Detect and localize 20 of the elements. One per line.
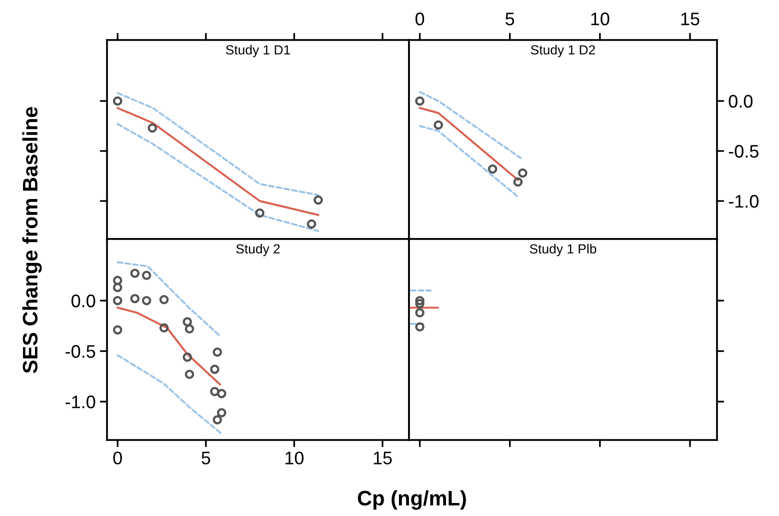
- chart-title: Study 1 D1: [226, 44, 290, 58]
- x-tick-label: 10: [591, 12, 610, 26]
- x-tick-label: 15: [374, 452, 392, 464]
- x-tick-label: 10: [286, 452, 304, 464]
- chart-title: Study 1 D2: [530, 44, 595, 58]
- x-tick-label: 0: [415, 12, 424, 26]
- chart-title: Study 2: [236, 244, 280, 256]
- x-tick-label: 5: [506, 12, 514, 26]
- y-axis-title: SES Change from Baseline: [22, 106, 42, 374]
- x-tick-label: 5: [202, 452, 210, 464]
- y-tick-label: -0.5: [728, 144, 758, 158]
- x-axis-title: Cp (ng/mL): [358, 490, 466, 510]
- chart-title: Study 1 Plb: [530, 244, 596, 256]
- y-tick-label: 0.0: [728, 94, 753, 108]
- y-tick-label: -1.0: [728, 194, 759, 208]
- y-tick-label: -0.5: [66, 345, 96, 358]
- y-tick-label: 0.0: [71, 294, 96, 308]
- x-tick-label: 0: [113, 452, 122, 464]
- x-tick-label: 15: [681, 12, 700, 26]
- y-tick-label: -1.0: [66, 396, 96, 408]
